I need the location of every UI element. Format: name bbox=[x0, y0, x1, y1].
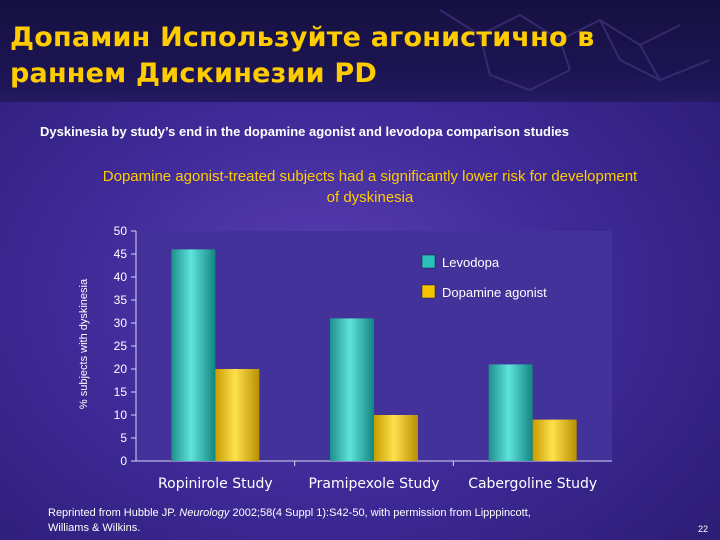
legend-swatch bbox=[421, 254, 436, 269]
title-line-1: Допамин Используйте агонистично в bbox=[10, 22, 595, 53]
x-category-label: Pramipexole Study bbox=[308, 476, 439, 492]
reference-journal: Neurology bbox=[179, 507, 230, 519]
y-tick-label: 5 bbox=[120, 431, 127, 445]
title-line-2: раннем Дискинезии PD bbox=[10, 58, 377, 89]
bar-dopamine-agonist bbox=[374, 415, 418, 461]
y-tick-label: 40 bbox=[114, 270, 128, 284]
reference-rest: 2002;58(4 Suppl 1):S42-50, with permissi… bbox=[229, 507, 531, 519]
y-tick-label: 30 bbox=[114, 316, 128, 330]
bar-levodopa bbox=[488, 364, 533, 461]
slide-title: Допамин Используйте агонистично в раннем… bbox=[10, 20, 710, 92]
title-band: Допамин Используйте агонистично в раннем… bbox=[0, 0, 720, 102]
bar-chart: 0 5 10 15 20 25 30 35 40 45 50 Ropinirole Study Pram… bbox=[114, 224, 612, 492]
molecule-watermark-icon bbox=[439, 9, 711, 92]
reference-prefix: Reprinted from Hubble JP. bbox=[48, 507, 180, 519]
headline: Dopamine agonist-treated subjects had a … bbox=[40, 166, 700, 208]
y-tick-label: 35 bbox=[114, 293, 128, 307]
x-category-label: Ropinirole Study bbox=[158, 476, 273, 492]
legend-swatch bbox=[421, 284, 436, 299]
y-tick-label: 25 bbox=[114, 339, 128, 353]
x-category-label: Cabergoline Study bbox=[468, 476, 597, 492]
y-tick-label: 10 bbox=[114, 408, 128, 422]
reference: Reprinted from Hubble JP. Neurology 2002… bbox=[48, 506, 658, 536]
page-number: 22 bbox=[697, 524, 708, 534]
y-tick-label: 20 bbox=[114, 362, 128, 376]
bar-levodopa bbox=[171, 249, 216, 461]
legend-label: Levodopa bbox=[442, 255, 500, 270]
headline-line-2: of dyskinesia bbox=[326, 189, 414, 206]
bar-dopamine-agonist bbox=[215, 369, 260, 461]
headline-line-1: Dopamine agonist-treated subjects had a … bbox=[102, 168, 638, 185]
reference-line-2: Williams & Wilkins. bbox=[48, 522, 141, 534]
y-tick-label: 0 bbox=[120, 454, 127, 468]
chart-subtitle: Dyskinesia by study’s end in the dopamin… bbox=[40, 124, 570, 139]
y-tick-label: 45 bbox=[114, 247, 128, 261]
y-tick-label: 15 bbox=[114, 385, 128, 399]
legend-label: Dopamine agonist bbox=[442, 285, 547, 300]
bar-dopamine-agonist bbox=[532, 419, 577, 461]
bar-levodopa bbox=[330, 318, 374, 461]
y-tick-label: 50 bbox=[114, 224, 128, 238]
